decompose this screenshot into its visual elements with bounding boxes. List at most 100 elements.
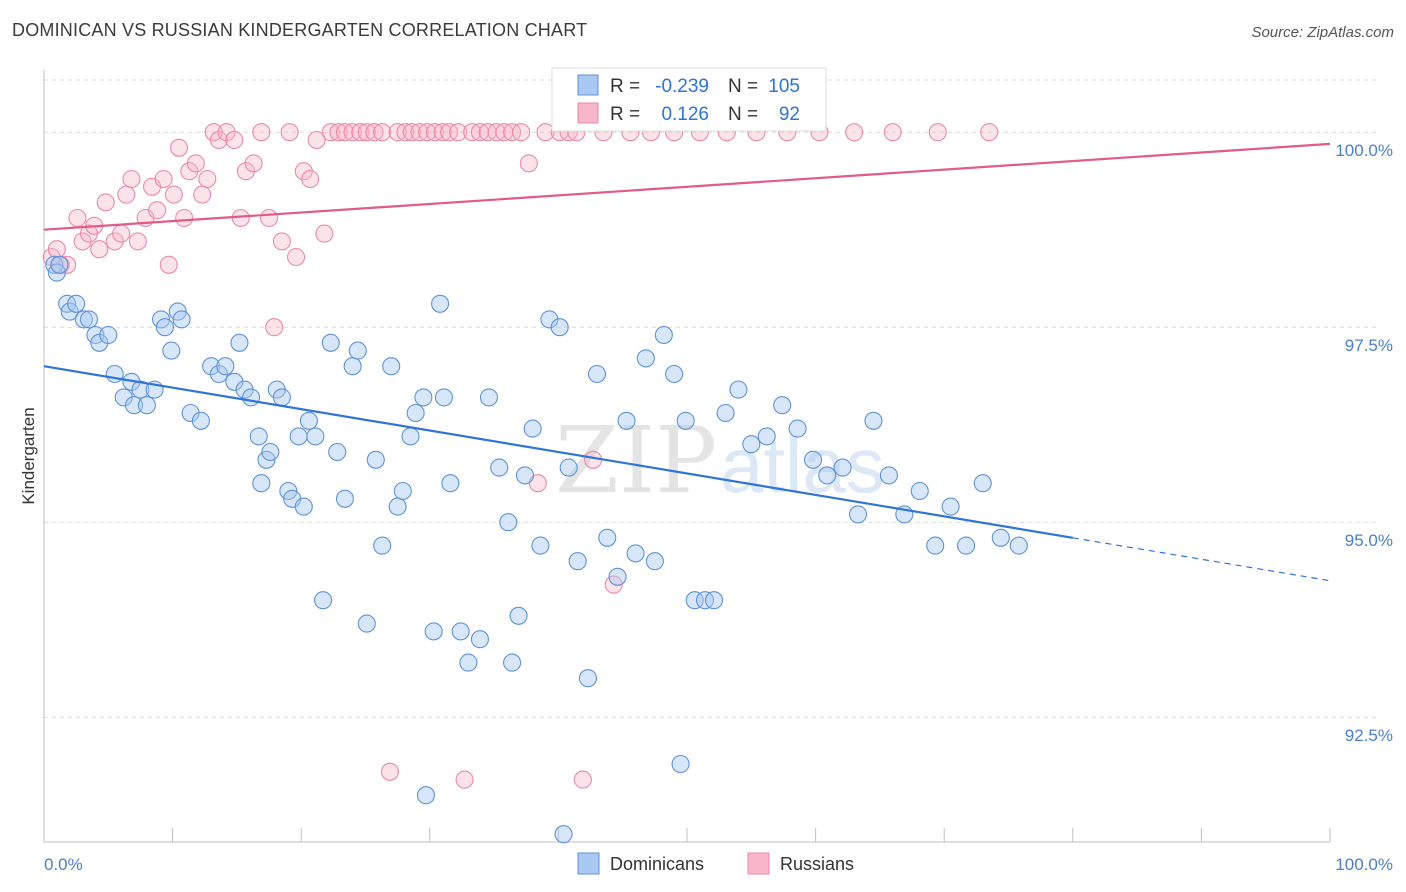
y-tick-labels: 92.5% 95.0% 97.5% 100.0% [1335, 141, 1393, 745]
dominicans-point [172, 310, 191, 329]
dominicans-point [314, 591, 333, 610]
dominicans-point [803, 450, 823, 469]
dominicans-point [393, 481, 412, 501]
legend-n-label: N = [728, 76, 758, 97]
legend-bottom-swatch-russians [747, 852, 770, 875]
russians-point [433, 123, 452, 142]
legend-bottom-swatch-dominicans [577, 852, 600, 875]
legend-n-value: 92 [779, 104, 800, 125]
russians-point [487, 123, 506, 142]
dominicans-point [676, 411, 695, 430]
dominicans-point [241, 388, 261, 407]
russians-point [164, 185, 183, 204]
dominicans-point [910, 481, 929, 501]
russians-point [217, 123, 236, 142]
dominicans-point [451, 622, 470, 641]
dominicans-point [306, 427, 325, 446]
dominicans-point [788, 419, 807, 438]
russians-point [351, 123, 370, 142]
dominicans-point [991, 528, 1010, 547]
dominicans-point [131, 380, 150, 399]
russians-point [365, 123, 384, 142]
legend-n-value: 105 [768, 76, 800, 97]
russians-point [47, 240, 66, 259]
dominicans-point [818, 466, 837, 485]
russians-point [321, 123, 340, 142]
dominicans-point [559, 458, 578, 477]
dominicans-point [261, 442, 280, 462]
russians-point [265, 318, 284, 337]
russians-point [463, 123, 482, 142]
dominicans-point [973, 474, 992, 493]
dominicans-point [490, 458, 509, 477]
russians-point [244, 154, 263, 173]
dominicans-point [401, 427, 420, 446]
dominicans-point [424, 622, 443, 641]
dominicans-point [289, 427, 308, 446]
russians-point [186, 154, 205, 173]
y-tick-label: 95.0% [1345, 531, 1393, 550]
russians-point [980, 123, 999, 142]
russians-point [343, 123, 362, 142]
legend-r-label: R = [610, 104, 640, 125]
dominicans-point [335, 489, 354, 508]
dominicans-point [230, 333, 249, 352]
dominicans-point [74, 310, 93, 329]
y-tick-label: 92.5% [1345, 726, 1393, 745]
russians-point [449, 123, 468, 142]
dominicans-point [479, 388, 499, 407]
legend-swatch-russians [577, 102, 599, 124]
dominicans-point [626, 544, 645, 563]
dominicans-point [216, 357, 235, 376]
dominicans-point [67, 294, 86, 313]
legend-top: R = -0.239 N = 105 R = 0.126 N = 92 [551, 67, 827, 132]
russians-point [373, 123, 392, 142]
dominicans-point [636, 349, 655, 368]
russians-point [128, 232, 147, 251]
dominicans-point [704, 591, 724, 610]
dominicans-trend-line [43, 365, 1073, 539]
russians-point [272, 232, 291, 251]
dominicans-point [515, 466, 535, 485]
dominicans-point [459, 653, 478, 672]
dominicans-point [373, 536, 392, 555]
dominicans-point [155, 318, 174, 337]
dominicans-point [137, 396, 156, 415]
dominicans-point [685, 591, 704, 610]
russians-point [280, 123, 299, 142]
russians-point [159, 255, 178, 274]
dominicans-points [45, 255, 1028, 844]
dominicans-point [321, 333, 340, 352]
dominicans-point [729, 380, 748, 399]
x-tick-label-max: 100.0% [1335, 855, 1393, 874]
dominicans-point [357, 614, 376, 633]
dominicans-point [773, 396, 792, 415]
russians-point [112, 224, 131, 243]
dominicans-point [608, 567, 627, 586]
russians-point [122, 169, 141, 189]
legend-swatch-dominicans [577, 74, 599, 96]
dominicans-point [50, 255, 69, 274]
x-tick-label-min: 0.0% [44, 855, 83, 874]
russians-point [252, 123, 271, 142]
dominicans-point [671, 754, 690, 774]
dominicans-point [414, 388, 433, 407]
russians-point [225, 130, 244, 150]
dominicans-point [388, 497, 407, 516]
russians-point [402, 123, 421, 142]
legend-n-label: N = [728, 104, 758, 125]
dominicans-point [499, 513, 518, 532]
dominicans-point [191, 411, 210, 430]
russians-point [175, 208, 194, 228]
russians-point [315, 224, 334, 243]
russians-point [536, 123, 555, 142]
russians-point [883, 123, 902, 142]
russians-point [193, 185, 212, 204]
dominicans-point [757, 427, 776, 446]
russians-point [169, 138, 189, 157]
legend-r-value: 0.126 [661, 104, 709, 125]
russians-point [573, 770, 592, 789]
dominicans-point [645, 552, 664, 571]
russians-point [236, 162, 255, 181]
